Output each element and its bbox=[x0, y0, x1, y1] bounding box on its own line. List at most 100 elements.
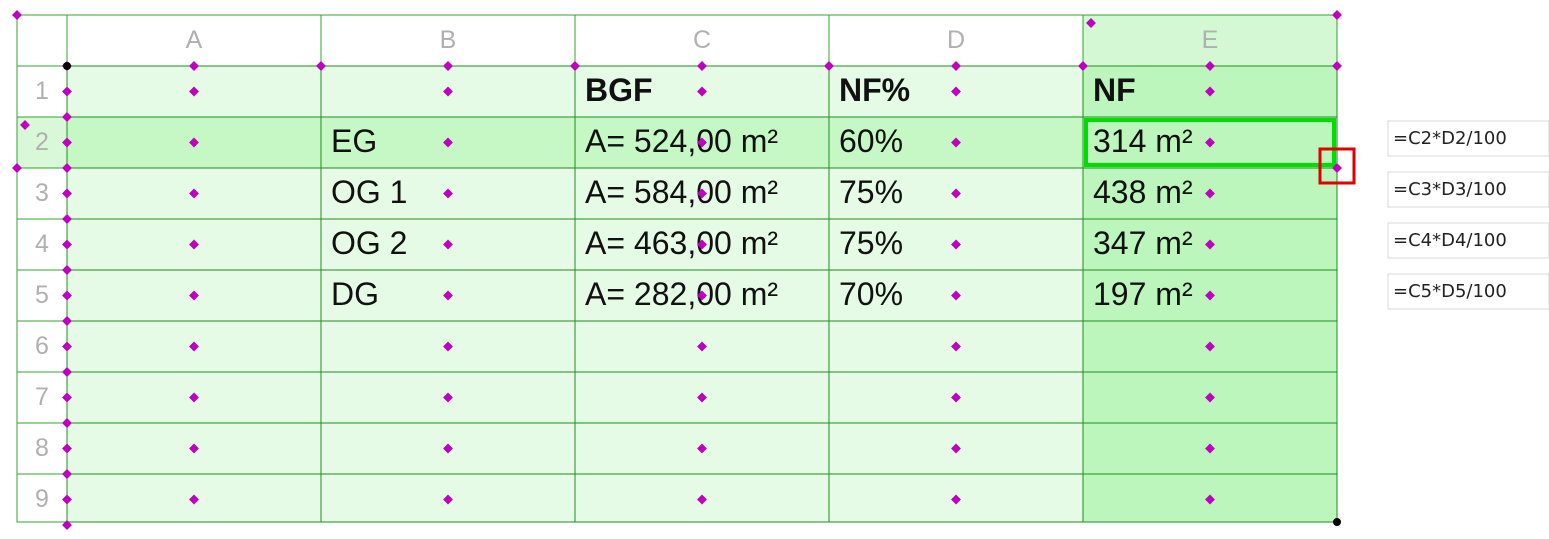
row-header-label: 9 bbox=[35, 485, 49, 513]
handle bbox=[443, 392, 453, 403]
anchor-point bbox=[63, 62, 71, 70]
formula-box bbox=[1387, 222, 1549, 259]
handle bbox=[12, 163, 22, 173]
handle bbox=[697, 86, 707, 97]
handle bbox=[951, 239, 961, 250]
cell-text: 75% bbox=[839, 174, 903, 210]
handle bbox=[951, 188, 961, 199]
cell-text: A= 463,00 m² bbox=[585, 225, 778, 261]
handle bbox=[951, 341, 961, 352]
cell-text: OG 1 bbox=[331, 174, 407, 210]
row-header[interactable] bbox=[16, 167, 68, 220]
formula-box bbox=[1387, 273, 1549, 310]
column-header[interactable] bbox=[320, 14, 576, 67]
cell-text: 197 m² bbox=[1093, 276, 1193, 312]
row-header[interactable] bbox=[16, 371, 68, 424]
row-header[interactable] bbox=[16, 320, 68, 373]
handle bbox=[1205, 188, 1215, 199]
row-header-label: 1 bbox=[35, 77, 49, 105]
handle bbox=[1205, 61, 1215, 71]
column-header-label: B bbox=[440, 26, 457, 54]
handle bbox=[1205, 392, 1215, 403]
column-header[interactable] bbox=[1082, 14, 1338, 67]
handle bbox=[1205, 239, 1215, 250]
cell-text: 314 m² bbox=[1093, 123, 1193, 159]
row-header-label: 3 bbox=[35, 179, 49, 207]
handle bbox=[443, 137, 453, 148]
cell-text: 75% bbox=[839, 225, 903, 261]
formula-text: =C4*D4/100 bbox=[1393, 230, 1507, 251]
handle bbox=[697, 341, 707, 352]
cell-text: OG 2 bbox=[331, 225, 407, 261]
handle bbox=[443, 443, 453, 454]
handle bbox=[189, 494, 199, 505]
formula-box bbox=[1387, 120, 1549, 157]
handle bbox=[189, 443, 199, 454]
corner-cell bbox=[16, 14, 68, 67]
row-header[interactable] bbox=[16, 473, 68, 523]
handle bbox=[189, 239, 199, 250]
handle bbox=[697, 494, 707, 505]
column-header-label: E bbox=[1202, 26, 1219, 54]
cell-text: BGF bbox=[585, 72, 653, 108]
handle bbox=[62, 137, 72, 148]
formula-box bbox=[1387, 171, 1549, 208]
handle bbox=[1205, 494, 1215, 505]
cell-text: 70% bbox=[839, 276, 903, 312]
cell-text: A= 524,00 m² bbox=[585, 123, 778, 159]
handle bbox=[570, 61, 580, 71]
handle bbox=[443, 290, 453, 301]
handle bbox=[1332, 61, 1342, 71]
handle bbox=[189, 290, 199, 301]
cell-text: A= 584,00 m² bbox=[585, 174, 778, 210]
cell[interactable] bbox=[574, 320, 830, 373]
handle bbox=[443, 188, 453, 199]
handle bbox=[824, 61, 834, 71]
selected-cell bbox=[1084, 118, 1336, 167]
column-header-label: D bbox=[947, 26, 965, 54]
handle bbox=[443, 239, 453, 250]
handle bbox=[1205, 137, 1215, 148]
cell[interactable] bbox=[828, 167, 1084, 220]
handle bbox=[189, 61, 199, 71]
handle bbox=[1205, 341, 1215, 352]
column-header[interactable] bbox=[828, 14, 1084, 67]
formula-text: =C2*D2/100 bbox=[1393, 128, 1507, 149]
handle bbox=[62, 163, 72, 173]
cell-text: NF bbox=[1093, 72, 1136, 108]
column-header[interactable] bbox=[574, 14, 830, 67]
handle bbox=[697, 188, 707, 199]
cell[interactable] bbox=[320, 65, 576, 118]
cell[interactable] bbox=[320, 116, 576, 169]
handle bbox=[697, 392, 707, 403]
cell-text: DG bbox=[331, 276, 379, 312]
handle bbox=[951, 290, 961, 301]
formula-text: =C3*D3/100 bbox=[1393, 179, 1507, 200]
row-header-label: 2 bbox=[35, 128, 49, 156]
handle bbox=[1205, 290, 1215, 301]
row-header-label: 8 bbox=[35, 434, 49, 462]
row-header-label: 4 bbox=[35, 230, 49, 258]
row-header[interactable] bbox=[16, 65, 68, 118]
row-header-label: 7 bbox=[35, 383, 49, 411]
handle bbox=[62, 520, 72, 530]
anchor-point bbox=[1333, 518, 1341, 526]
fill-handle-marker[interactable] bbox=[1318, 147, 1356, 185]
handle bbox=[951, 443, 961, 454]
cell-text: A= 282,00 m² bbox=[585, 276, 778, 312]
handle bbox=[189, 137, 199, 148]
handle bbox=[951, 392, 961, 403]
handle bbox=[1078, 61, 1088, 71]
handle bbox=[697, 61, 707, 71]
cell-text: 438 m² bbox=[1093, 174, 1193, 210]
handle bbox=[443, 341, 453, 352]
row-header[interactable] bbox=[16, 422, 68, 475]
column-header[interactable] bbox=[66, 14, 322, 67]
handle bbox=[951, 61, 961, 71]
column-header-label: A bbox=[186, 26, 203, 54]
handle bbox=[189, 392, 199, 403]
column-header-label: C bbox=[693, 26, 711, 54]
handle bbox=[189, 86, 199, 97]
handle bbox=[951, 137, 961, 148]
